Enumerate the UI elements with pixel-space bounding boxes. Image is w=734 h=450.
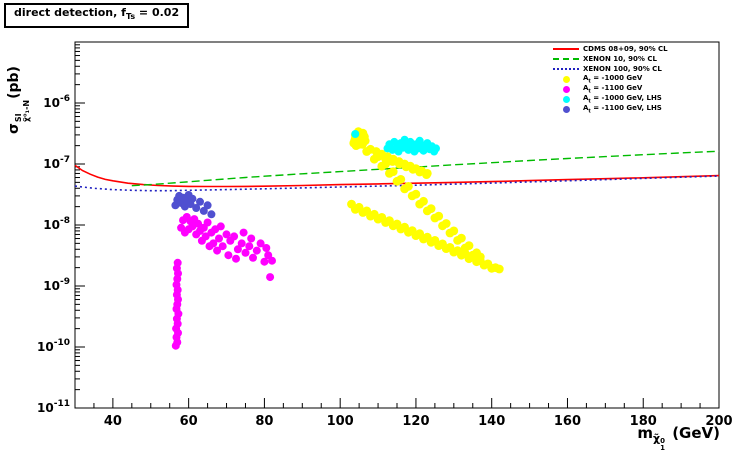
x-tick-label: 160	[554, 414, 581, 429]
legend-marker-sample	[552, 75, 580, 83]
x-tick-label: 100	[327, 414, 354, 429]
y-axis-label-symbol: σ	[6, 123, 22, 134]
legend-dot-icon	[562, 75, 570, 83]
y-tick-label: 10-9	[43, 277, 70, 293]
plot-title-value: = 0.02	[135, 6, 180, 19]
legend-dot-icon	[562, 85, 570, 93]
legend: CDMS 08+09, 90% CL XENON 10, 90% CL XENON …	[552, 44, 668, 114]
limit-curve-2	[74, 175, 720, 192]
x-tick-label: 60	[180, 414, 198, 429]
legend-entry-2: XENON 100, 90% CL	[552, 64, 668, 74]
legend-line-sample	[552, 68, 580, 70]
legend-entry-6: At = -1100 GeV, LHS	[552, 104, 668, 114]
x-tick-label: 140	[478, 414, 505, 429]
legend-label: At = -1100 GeV, LHS	[583, 103, 662, 115]
plot-title-box: direct detection, fTs = 0.02	[4, 3, 190, 29]
legend-label: At = -1000 GeV	[583, 73, 643, 85]
x-axis-label-subscript: χ̃	[652, 432, 661, 445]
legend-line-sample	[552, 48, 580, 50]
x-axis-label-sup: 0	[660, 437, 665, 445]
legend-marker-sample	[552, 85, 580, 93]
y-ticks: 10-6 10-7 10-8 10-9 10-10 10-11	[37, 41, 85, 415]
y-axis-label: σ SI χ̃⁰₁-N (pb)	[6, 66, 32, 134]
x-axis-label-symbol: m	[637, 424, 653, 442]
legend-label: CDMS 08+09, 90% CL	[583, 45, 668, 53]
y-axis-label-unit: (pb)	[6, 66, 22, 99]
legend-entry-1: XENON 10, 90% CL	[552, 54, 668, 64]
x-axis-label-sub: 1	[660, 444, 665, 450]
limit-curve-1	[131, 150, 720, 187]
legend-dot-icon	[562, 95, 570, 103]
x-tick-label: 120	[402, 414, 429, 429]
y-tick-label: 10-8	[43, 216, 70, 232]
plot-title-subscript: Ts	[125, 12, 136, 22]
legend-label: At = -1000 GeV, LHS	[583, 93, 662, 105]
x-tick-label: 180	[630, 414, 657, 429]
x-axis-label: mχ̃ 0 1 (GeV)	[637, 424, 720, 450]
legend-dot-icon	[562, 105, 570, 113]
legend-line-icon	[553, 68, 579, 70]
y-tick-label: 10-6	[43, 94, 70, 110]
legend-marker-sample	[552, 95, 580, 103]
legend-label: At = -1100 GeV	[583, 83, 643, 95]
legend-label: XENON 100, 90% CL	[583, 65, 662, 73]
x-ticks: 40 60 80 100 120 140 160 180 200	[93, 398, 733, 429]
x-tick-label: 40	[104, 414, 122, 429]
legend-marker-sample	[552, 105, 580, 113]
legend-entry-0: CDMS 08+09, 90% CL	[552, 44, 668, 54]
y-axis-label-subscript: χ̃⁰₁-N	[22, 99, 32, 123]
plot-title-text: direct detection, f	[14, 6, 126, 19]
y-tick-label: 10-7	[43, 155, 70, 171]
y-axis-label-scripts: SI χ̃⁰₁-N	[14, 99, 32, 123]
legend-line-icon	[553, 48, 579, 50]
y-tick-label: 10-11	[37, 399, 70, 415]
x-axis-label-unit: (GeV)	[666, 424, 720, 442]
x-tick-label: 80	[255, 414, 273, 429]
legend-entry-5: At = -1000 GeV, LHS	[552, 94, 668, 104]
y-tick-label: 10-10	[37, 338, 70, 354]
limit-curve-0	[74, 164, 720, 188]
legend-label: XENON 10, 90% CL	[583, 55, 657, 63]
scatter-series-1	[171, 213, 276, 350]
legend-entry-3: At = -1000 GeV	[552, 74, 668, 84]
scatter-series-2	[351, 130, 440, 156]
legend-line-icon	[553, 58, 579, 60]
legend-entry-4: At = -1100 GeV	[552, 84, 668, 94]
scatter-series-3	[171, 191, 216, 219]
x-tick-label: 200	[705, 414, 732, 429]
legend-line-sample	[552, 58, 580, 60]
